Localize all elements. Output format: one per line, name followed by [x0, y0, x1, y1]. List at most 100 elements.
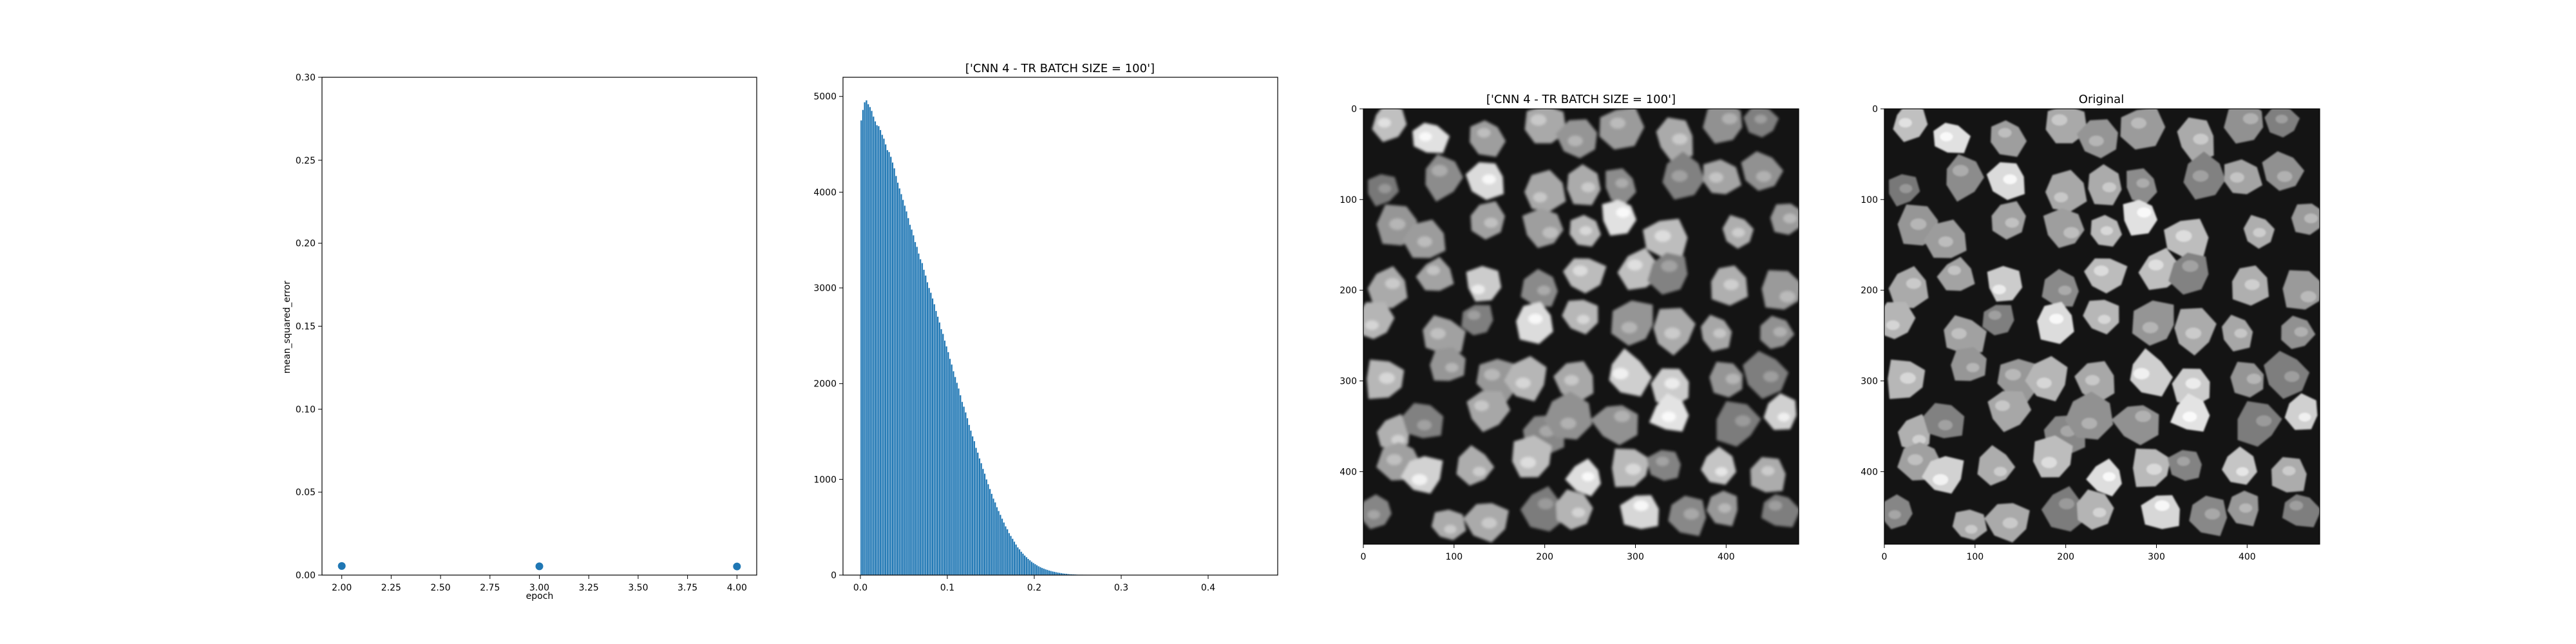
- histogram-bar: [963, 406, 965, 576]
- prediction-granule-highlight: [1621, 321, 1638, 334]
- scatter-x-tick-label: 4.00: [727, 583, 747, 593]
- original-granule-highlight: [1951, 328, 1967, 339]
- prediction-granule-highlight: [1777, 412, 1790, 422]
- histogram-bar: [1028, 560, 1031, 576]
- histogram-bar: [942, 334, 944, 576]
- prediction-granule-highlight: [1471, 285, 1485, 295]
- original-granule-highlight: [1899, 184, 1913, 193]
- prediction-granule-highlight: [1756, 171, 1772, 182]
- prediction-y-tick-label: 0: [1351, 104, 1357, 115]
- histogram-bar: [1018, 549, 1021, 576]
- histogram-bar: [929, 292, 932, 576]
- histogram-bar: [889, 156, 892, 576]
- prediction-granule-highlight: [1783, 213, 1797, 223]
- original-y-tick-label: 400: [1861, 467, 1878, 477]
- prediction-granule: [1620, 495, 1659, 529]
- original-granule-highlight: [2049, 314, 2064, 325]
- prediction-granule-highlight: [1610, 117, 1625, 129]
- original-granule-highlight: [1940, 132, 1953, 142]
- prediction-granule-highlight: [1567, 135, 1583, 147]
- original-granule-highlight: [2234, 328, 2248, 338]
- scatter-y-tick-label: 0.00: [296, 571, 316, 581]
- original-granule-highlight: [2246, 374, 2262, 384]
- prediction-axes-frame: [1363, 108, 1799, 545]
- histogram-bar: [976, 452, 979, 576]
- prediction-granule-highlight: [1662, 412, 1676, 422]
- prediction-granule: [1512, 435, 1552, 478]
- prediction-granule-highlight: [1564, 375, 1579, 386]
- original-granule-highlight: [2277, 171, 2293, 182]
- histogram-bar: [896, 182, 899, 576]
- prediction-granule-highlight: [1718, 503, 1732, 513]
- prediction-granule-highlight: [1542, 227, 1558, 238]
- prediction-granule-highlight: [1378, 184, 1392, 193]
- scatter-x-tick-label: 2.00: [332, 583, 352, 593]
- original-granule-highlight: [2185, 377, 2201, 389]
- histogram-panel: ['CNN 4 - TR BATCH SIZE = 100'] 0.0 0.1 0.…: [813, 62, 1278, 593]
- original-granule-highlight: [2282, 466, 2296, 476]
- prediction-granule-highlight: [1713, 328, 1727, 338]
- prediction-granule-highlight: [1484, 218, 1498, 228]
- histogram-bar: [921, 263, 923, 576]
- histogram-bar: [1056, 572, 1059, 576]
- histogram-bar: [1039, 567, 1042, 576]
- prediction-granule-highlight: [1391, 435, 1405, 445]
- histogram-bar: [895, 175, 897, 576]
- original-granule: [2033, 435, 2073, 478]
- histogram-bar: [1015, 544, 1018, 576]
- histogram-bar: [999, 515, 1001, 576]
- original-granule-highlight: [2041, 457, 2057, 468]
- histogram-bar: [945, 346, 948, 576]
- original-granule: [1951, 346, 1987, 381]
- scatter-x-tick-label: 3.75: [677, 583, 697, 593]
- original-y-tick-label: 100: [1861, 195, 1878, 205]
- histogram-bar: [862, 109, 864, 576]
- original-granule-highlight: [2284, 371, 2300, 383]
- prediction-granule-highlight: [1661, 260, 1678, 272]
- original-granule-highlight: [2092, 507, 2107, 518]
- histogram-bar: [886, 149, 889, 576]
- original-y-tick-label: 0: [1872, 104, 1878, 115]
- histogram-y-tick-label: 1000: [813, 475, 837, 485]
- prediction-granule: [1763, 393, 1797, 430]
- original-granule-highlight: [1994, 467, 2007, 477]
- histogram-bar: [912, 235, 914, 576]
- prediction-granule-highlight: [1481, 517, 1497, 529]
- histogram-bar: [974, 448, 978, 576]
- original-granule-highlight: [2204, 508, 2221, 520]
- histogram-bar: [919, 259, 922, 576]
- original-axes-frame: [1884, 108, 2320, 545]
- histogram-bar: [884, 144, 887, 576]
- original-granule-highlight: [2103, 472, 2116, 482]
- original-granule-highlight: [2300, 290, 2316, 303]
- prediction-granule-highlight: [1612, 368, 1629, 380]
- prediction-granule-highlight: [1615, 178, 1629, 188]
- original-granule-highlight: [2256, 415, 2272, 427]
- original-granule-highlight: [2154, 500, 2170, 511]
- histogram-bar: [998, 511, 1000, 576]
- prediction-granule: [1599, 109, 1645, 150]
- original-granule: [2084, 258, 2128, 294]
- histogram-y-tick-label: 3000: [813, 283, 837, 294]
- histogram-bar: [876, 125, 878, 576]
- original-granule-highlight: [1938, 236, 1953, 247]
- original-granule-highlight: [2146, 464, 2163, 475]
- prediction-image-title: ['CNN 4 - TR BATCH SIZE = 100']: [1486, 93, 1676, 106]
- prediction-granule-highlight: [1763, 371, 1779, 383]
- original-y-tick-label: 200: [1861, 286, 1878, 296]
- prediction-granule: [1701, 446, 1736, 485]
- original-granule-highlight: [2088, 135, 2104, 147]
- histogram-bar: [860, 120, 862, 576]
- original-granule-highlight: [1886, 320, 1900, 330]
- histogram-bar: [864, 102, 866, 576]
- original-granule-highlight: [2239, 503, 2253, 513]
- prediction-x-tick-label: 300: [1627, 552, 1644, 562]
- histogram-bar: [996, 507, 998, 576]
- prediction-granule-highlight: [1378, 118, 1391, 128]
- prediction-granule-highlight: [1715, 467, 1728, 477]
- prediction-granule-highlight: [1417, 420, 1432, 431]
- histogram-bar: [909, 224, 911, 576]
- prediction-granule-highlight: [1581, 182, 1595, 193]
- histogram-bar: [1008, 533, 1010, 576]
- histogram-bar: [869, 106, 871, 576]
